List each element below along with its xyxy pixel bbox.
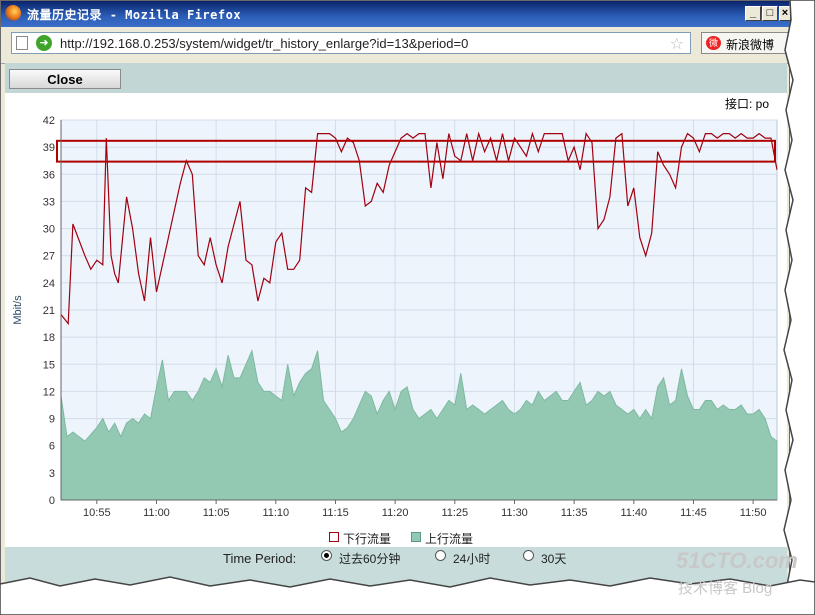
radio-60min-label[interactable]: 过去60分钟	[339, 552, 401, 566]
y-tick-label: 15	[43, 359, 55, 371]
y-tick-label: 0	[49, 495, 55, 507]
legend-upload-label: 上行流量	[425, 532, 474, 546]
radio-30d[interactable]	[523, 550, 534, 561]
y-tick-label: 33	[43, 196, 55, 208]
firefox-icon	[5, 5, 21, 21]
browser-window: 流量历史记录 - Mozilla Firefox _ □ × ➜ http://…	[0, 0, 796, 588]
x-tick-label: 11:05	[203, 507, 230, 519]
interface-label: 接口: po	[725, 97, 770, 111]
radio-24h-label[interactable]: 24小时	[453, 552, 491, 566]
page-content: Close 接口: po 0 3 6 9 12 15 18 21 24 27 30 33 36 39 42 1…	[5, 63, 787, 587]
radio-24h[interactable]	[435, 550, 446, 561]
watermark-subtext: 技术博客 Blog	[678, 580, 773, 597]
title-bar[interactable]: 流量历史记录 - Mozilla Firefox _ □ ×	[1, 1, 791, 27]
time-period-label: Time Period:	[223, 551, 297, 566]
x-tick-label: 11:15	[322, 507, 349, 519]
y-tick-label: 36	[43, 169, 55, 181]
y-tick-label: 27	[43, 251, 55, 263]
upload-series-area	[60, 349, 778, 501]
x-tick-label: 11:45	[680, 507, 707, 519]
page-icon	[16, 36, 28, 50]
x-tick-label: 11:20	[382, 507, 409, 519]
weibo-button[interactable]: 微 新浪微博	[701, 32, 796, 54]
x-tick-label: 11:30	[501, 507, 528, 519]
x-tick-label: 10:55	[83, 507, 111, 519]
window-title: 流量历史记录 - Mozilla Firefox	[27, 8, 242, 22]
x-tick-label: 11:10	[262, 507, 289, 519]
x-tick-label: 11:25	[441, 507, 468, 519]
y-tick-label: 9	[49, 414, 55, 426]
highlight-box	[56, 139, 776, 163]
bookmark-star-icon[interactable]: ☆	[669, 36, 684, 53]
weibo-icon: 微	[706, 36, 721, 50]
legend-upload-swatch	[411, 532, 421, 542]
y-tick-label: 24	[43, 278, 55, 290]
navigation-bar: ➜ http://192.168.0.253/system/widget/tr_…	[1, 27, 796, 64]
y-tick-label: 30	[43, 224, 55, 236]
y-tick-label: 42	[43, 115, 55, 127]
y-tick-label: 6	[49, 441, 55, 453]
x-tick-label: 11:35	[561, 507, 588, 519]
torn-edge-bottom	[0, 576, 815, 615]
watermark-logo: 51CTO.com	[676, 548, 798, 573]
radio-30d-label[interactable]: 30天	[541, 552, 567, 566]
y-axis-label: Mbit/s	[12, 295, 24, 325]
y-tick-label: 18	[43, 332, 55, 344]
y-tick-label: 12	[43, 386, 55, 398]
url-text[interactable]: http://192.168.0.253/system/widget/tr_hi…	[60, 36, 469, 51]
maximize-button[interactable]: □	[762, 6, 778, 21]
legend-download-label: 下行流量	[343, 532, 392, 546]
weibo-label: 新浪微博	[726, 38, 775, 52]
torn-edge-right	[783, 0, 815, 615]
address-bar[interactable]: ➜ http://192.168.0.253/system/widget/tr_…	[11, 32, 691, 54]
x-tick-label: 11:00	[143, 507, 170, 519]
y-tick-label: 39	[43, 142, 55, 154]
close-button[interactable]: Close	[9, 69, 121, 89]
toolbar: Close	[5, 63, 787, 93]
legend-download-swatch	[329, 532, 339, 542]
x-tick-label: 11:50	[740, 507, 767, 519]
go-arrow-icon[interactable]: ➜	[36, 35, 52, 51]
y-tick-label: 3	[49, 468, 55, 480]
y-tick-label: 21	[43, 305, 55, 317]
x-tick-label: 11:40	[620, 507, 647, 519]
radio-60min[interactable]	[321, 550, 332, 561]
minimize-button[interactable]: _	[745, 6, 761, 21]
